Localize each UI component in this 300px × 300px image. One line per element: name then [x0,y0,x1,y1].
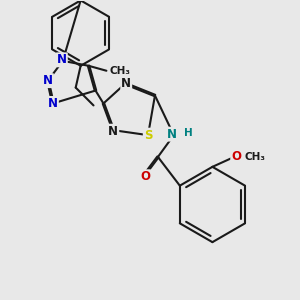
Text: N: N [108,125,118,138]
Text: N: N [43,74,53,87]
Text: H: H [184,128,192,138]
Text: N: N [48,97,58,110]
Text: CH₃: CH₃ [244,152,265,162]
Text: CH₃: CH₃ [110,66,130,76]
Text: O: O [231,150,241,164]
Text: N: N [57,53,67,66]
Text: N: N [167,128,177,141]
Text: N: N [121,77,131,90]
Text: S: S [144,129,152,142]
Text: O: O [140,170,150,183]
